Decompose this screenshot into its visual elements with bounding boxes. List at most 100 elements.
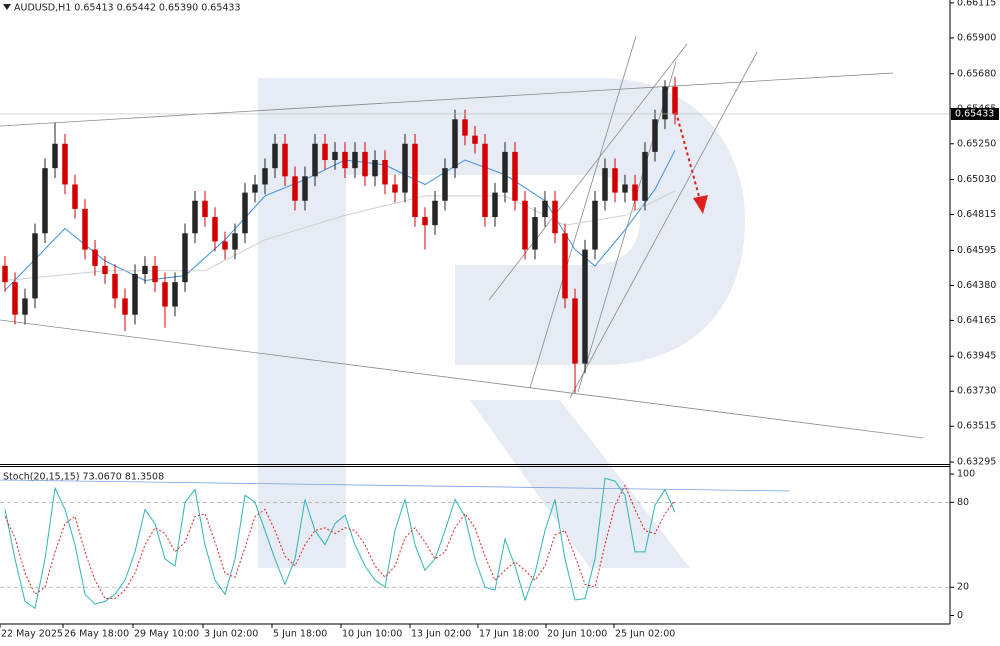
indicator-line xyxy=(4,484,676,599)
stoch-header: Stoch(20,15,15) 73.0670 81.3508 xyxy=(3,472,164,483)
price-tag xyxy=(951,107,999,120)
y-tick-label: 80 xyxy=(957,497,969,508)
candle-body xyxy=(442,168,448,201)
watermark-stem xyxy=(258,78,346,568)
y-tick-label: 0.65030 xyxy=(957,174,996,185)
candle-body xyxy=(322,143,328,161)
candle-body xyxy=(12,282,18,315)
candle-body xyxy=(152,265,158,283)
trend-line xyxy=(569,51,758,399)
candle-body xyxy=(62,143,68,185)
x-tick-label: 10 Jun 10:00 xyxy=(342,629,402,640)
candle-body xyxy=(632,184,638,201)
price-tag-label: 0.65433 xyxy=(955,108,994,119)
arrow-head xyxy=(693,195,708,214)
plot-area xyxy=(0,77,950,610)
candle-body xyxy=(622,184,628,193)
candle-body xyxy=(472,135,478,144)
candle-body xyxy=(532,217,538,250)
candle-body xyxy=(172,282,178,307)
candle-body xyxy=(382,160,388,185)
x-tick-label: 22 May 2025 xyxy=(1,629,63,640)
candle-body xyxy=(652,119,658,152)
candle-body xyxy=(352,151,358,169)
candle-body xyxy=(92,249,98,266)
y-tick-label: 0.64815 xyxy=(957,209,996,220)
candle-body xyxy=(462,119,468,136)
y-tick-label: 0 xyxy=(957,610,963,621)
forecast-arrow xyxy=(675,111,708,214)
candle-body xyxy=(222,241,228,250)
candle-body xyxy=(192,200,198,234)
candle-body xyxy=(672,86,678,115)
x-tick-label: 25 Jun 02:00 xyxy=(615,629,675,640)
candle-body xyxy=(572,298,578,364)
x-tick-label: 17 Jun 18:00 xyxy=(479,629,539,640)
candle-body xyxy=(282,143,288,177)
candle-body xyxy=(432,200,438,226)
candle-body xyxy=(182,233,188,283)
candle-body xyxy=(82,208,88,250)
candle-body xyxy=(22,298,28,315)
candle-body xyxy=(562,233,568,299)
candle-body xyxy=(522,200,528,250)
candle-body xyxy=(272,143,278,169)
candle-body xyxy=(502,151,508,193)
chart-header: AUDUSD,H1 0.65413 0.65442 0.65390 0.6543… xyxy=(14,3,241,14)
x-tick-label: 3 Jun 02:00 xyxy=(204,629,258,640)
candle-body xyxy=(402,143,408,193)
candle-body xyxy=(212,217,218,242)
y-tick-label: 100 xyxy=(957,469,975,480)
candle-body xyxy=(102,265,108,275)
candle-body xyxy=(2,265,8,283)
x-tick-label: 20 Jun 10:00 xyxy=(547,629,607,640)
trend-line xyxy=(0,72,894,127)
y-tick-label: 0.64595 xyxy=(957,245,996,256)
symbol-menu-icon[interactable] xyxy=(3,4,11,10)
y-tick-label: 0.65680 xyxy=(957,68,996,79)
x-tick-label: 5 Jun 18:00 xyxy=(273,629,327,640)
x-tick-label: 26 May 18:00 xyxy=(64,629,129,640)
trend-line xyxy=(488,43,688,301)
candle-body xyxy=(292,176,298,201)
candle-body xyxy=(592,200,598,250)
candle-body xyxy=(262,168,268,185)
watermark-leg xyxy=(470,400,690,568)
candle-body xyxy=(302,176,308,201)
candle-body xyxy=(72,184,78,209)
candle-body xyxy=(122,298,128,315)
indicator-line xyxy=(4,477,676,610)
candle-body xyxy=(312,143,318,177)
y-tick-label: 20 xyxy=(957,582,969,593)
candle-body xyxy=(422,217,428,226)
candle-body xyxy=(552,200,558,234)
y-tick-label: 0.64165 xyxy=(957,315,996,326)
candle-body xyxy=(662,86,668,120)
candle-body xyxy=(512,151,518,201)
candle-body xyxy=(252,184,258,193)
candle-body xyxy=(332,151,338,161)
frame xyxy=(0,0,951,625)
candle-body xyxy=(602,168,608,201)
candle-body xyxy=(542,200,548,218)
candle-body xyxy=(52,143,58,169)
candle-body xyxy=(32,233,38,299)
candle-body xyxy=(452,119,458,169)
candle-body xyxy=(492,192,498,218)
trend-line xyxy=(0,319,924,439)
y-tick-label: 0.64380 xyxy=(957,280,996,291)
x-tick-label: 29 May 10:00 xyxy=(134,629,199,640)
stoch-trend-line xyxy=(0,479,791,492)
y-tick-label: 0.63945 xyxy=(957,351,996,362)
drawings xyxy=(0,35,924,492)
candle-body xyxy=(242,192,248,234)
y-tick-label: 0.66115 xyxy=(957,0,996,8)
y-tick-label: 0.63295 xyxy=(957,457,996,468)
x-tick-label: 13 Jun 02:00 xyxy=(411,629,471,640)
candle-body xyxy=(582,249,588,364)
y-tick-label: 0.63730 xyxy=(957,386,996,397)
candle-body xyxy=(612,168,618,193)
candle-body xyxy=(132,274,138,315)
